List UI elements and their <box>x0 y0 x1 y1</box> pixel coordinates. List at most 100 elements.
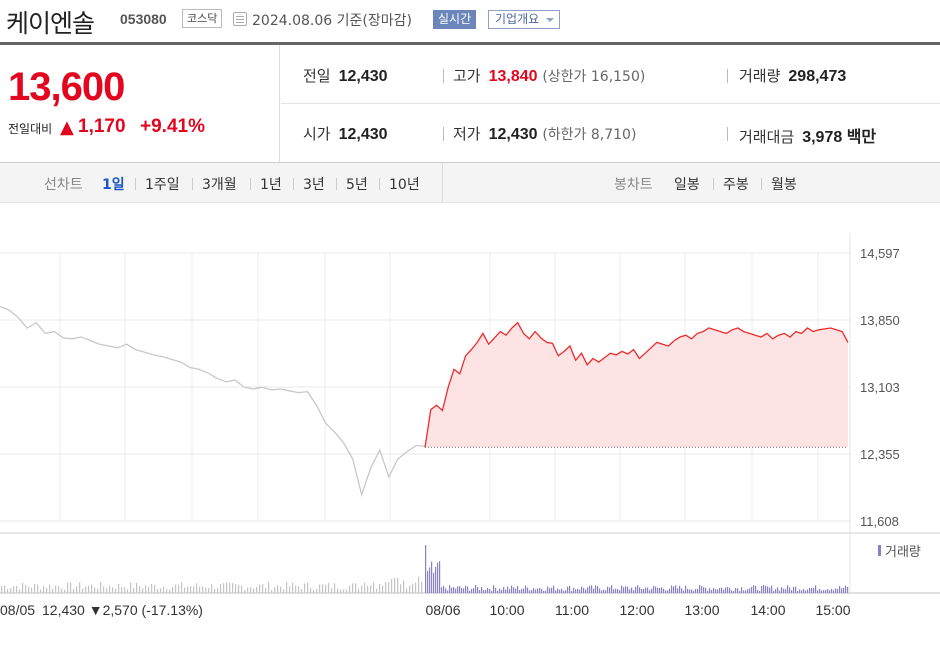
price-chart[interactable]: 14,597 13,850 13,103 12,355 11,608 거래량 08/06 10… <box>0 203 940 645</box>
up-triangle-icon: ▲ <box>60 117 74 138</box>
tab-3month[interactable]: 3개월 <box>202 177 237 193</box>
volume-bar <box>727 587 729 593</box>
volume-bar <box>400 584 402 593</box>
stat-low: 저가 12,430 (하한가 8,710) <box>453 125 637 143</box>
volume-bar <box>421 581 423 593</box>
volume-bar <box>124 587 126 593</box>
volume-bar <box>781 587 783 593</box>
volume-bar <box>785 589 787 593</box>
volume-bar <box>685 585 687 593</box>
volume-bar <box>535 589 537 593</box>
stats-row-divider <box>281 103 940 104</box>
volume-bar <box>731 590 733 593</box>
volume-bar <box>94 587 96 593</box>
volume-bar <box>579 589 581 593</box>
volume-bar <box>376 588 378 593</box>
volume-bar <box>157 588 159 593</box>
volume-bar <box>521 588 523 593</box>
volume-bar <box>809 588 811 593</box>
tab-daily-candle[interactable]: 일봉 <box>674 177 700 193</box>
volume-bar <box>503 587 505 593</box>
volume-bar <box>753 585 755 593</box>
volume-bar <box>429 567 431 593</box>
volume-bar <box>569 585 571 593</box>
volume-bar <box>355 583 357 593</box>
stat-separator <box>727 69 728 83</box>
volume-bar <box>121 587 123 593</box>
caret-down-icon <box>546 18 555 22</box>
volume-bar <box>539 587 541 593</box>
tab-weekly-candle[interactable]: 주봉 <box>723 177 749 193</box>
tab-1week[interactable]: 1주일 <box>145 177 180 193</box>
volume-bar <box>565 590 567 593</box>
volume-bar <box>358 588 360 593</box>
volume-bar <box>52 588 54 593</box>
tab-10year[interactable]: 10년 <box>389 177 420 193</box>
volume-bar <box>509 589 511 593</box>
volume-bar <box>631 587 633 593</box>
tab-monthly-candle[interactable]: 월봉 <box>771 177 797 193</box>
volume-bar <box>250 587 252 593</box>
volume-bar <box>515 588 517 593</box>
volume-bar <box>477 587 479 593</box>
tab-1year[interactable]: 1년 <box>260 177 282 193</box>
volume-bar <box>483 589 485 593</box>
volume-bar <box>7 589 9 593</box>
volume-bar <box>268 582 270 593</box>
volume-bar <box>226 582 228 593</box>
volume-bar <box>70 582 72 593</box>
volume-bar <box>605 590 607 593</box>
volume-bar <box>67 582 69 593</box>
volume-bar <box>58 586 60 593</box>
header-divider <box>0 42 940 45</box>
volume-bar <box>777 587 779 593</box>
realtime-button[interactable]: 실시간 <box>433 10 477 29</box>
volume-bar <box>283 589 285 593</box>
prev-day-line <box>0 305 426 498</box>
volume-bar <box>160 588 162 593</box>
volume-bar <box>665 590 667 593</box>
volume-bar <box>409 585 411 593</box>
volume-bar <box>645 587 647 593</box>
volume-bar <box>181 582 183 593</box>
tab-1day[interactable]: 1일 <box>102 177 125 193</box>
volume-bar <box>103 586 105 593</box>
volume-bar <box>499 588 501 593</box>
x-tick-label: 10:00 <box>489 602 524 618</box>
volume-bar <box>343 589 345 593</box>
volume-bar <box>277 585 279 593</box>
tab-3year[interactable]: 3년 <box>303 177 325 193</box>
volume-bar <box>789 587 791 593</box>
volume-bar <box>601 590 603 593</box>
volume-bar <box>783 588 785 593</box>
volume-bar <box>301 588 303 593</box>
company-overview-dropdown[interactable]: 기업개요 <box>488 10 561 29</box>
volume-legend: 거래량 <box>885 544 921 559</box>
stat-open: 시가 12,430 <box>303 125 388 143</box>
tab-5year[interactable]: 5년 <box>346 177 368 193</box>
volume-bar <box>25 585 27 593</box>
volume-bar <box>385 582 387 593</box>
volume-bar <box>623 587 625 593</box>
volume-bar <box>475 585 477 593</box>
volume-bar <box>238 584 240 593</box>
volume-bar <box>629 589 631 593</box>
volume-bar <box>587 587 589 593</box>
volume-bar <box>635 586 637 593</box>
volume-bar <box>677 588 679 593</box>
volume-bar <box>547 586 549 593</box>
volume-bar <box>715 589 717 593</box>
volume-bar <box>799 589 801 593</box>
volume-bar <box>527 587 529 593</box>
volume-bar <box>85 586 87 593</box>
volume-bar <box>699 585 701 593</box>
volume-bar <box>415 582 417 593</box>
volume-bar <box>451 587 453 593</box>
volume-bar <box>471 588 473 593</box>
prev-day-date: 08/05 <box>0 602 35 618</box>
stat-separator <box>727 127 728 141</box>
prev-day-close: 12,430 ▼2,570 (-17.13%) <box>42 602 203 618</box>
volume-bar <box>511 585 513 593</box>
volume-bar <box>687 588 689 593</box>
volume-bar <box>675 585 677 593</box>
